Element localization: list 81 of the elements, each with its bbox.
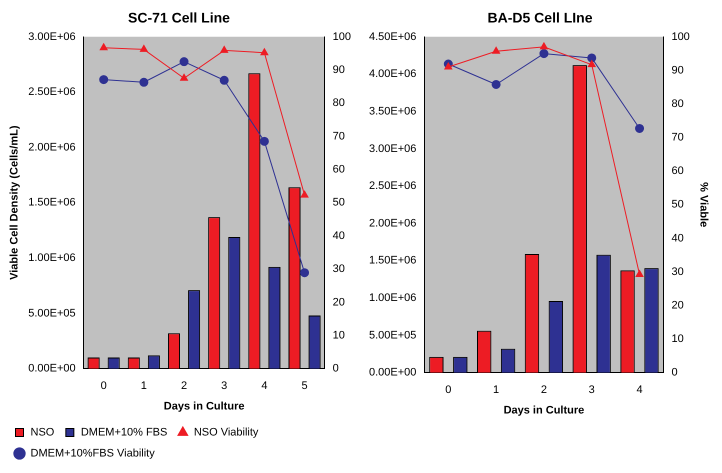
y-tick-label: 3.00E+06	[369, 142, 416, 155]
y2-tick-label: 0	[332, 362, 339, 375]
legend-label: DMEM+10%FBS Viability	[30, 448, 156, 460]
y-tick-label: 4.00E+06	[369, 68, 416, 80]
y-tick-label: 1.50E+06	[28, 196, 76, 209]
point	[539, 49, 548, 58]
y-axis-title: Viable Cell Density (Cells/mL)	[8, 125, 21, 280]
y2-tick-label: 40	[671, 232, 684, 244]
y-tick-label: 2.00E+06	[369, 217, 416, 230]
point	[492, 46, 500, 54]
x-axis-title: Days in Culture	[504, 404, 584, 416]
y2-tick-label: 40	[332, 230, 345, 242]
x-tick-label: 5	[302, 380, 308, 392]
y-tick-label: 2.50E+06	[369, 180, 416, 192]
chart-title: BA-D5 Cell LIne	[487, 9, 593, 26]
point	[140, 44, 148, 52]
y2-tick-label: 50	[332, 196, 345, 209]
point	[300, 268, 310, 278]
x-tick-label: 1	[140, 380, 147, 392]
x-tick-label: 0	[100, 380, 107, 392]
y2-tick-label: 60	[332, 164, 345, 176]
point	[139, 78, 148, 87]
x-axis-title: Days in Culture	[164, 400, 244, 412]
point	[220, 46, 228, 53]
point	[636, 270, 644, 278]
point	[635, 124, 644, 133]
point	[100, 43, 108, 50]
x-tick-label: 1	[493, 384, 500, 396]
point	[540, 42, 548, 50]
y2-tick-label: 30	[332, 263, 345, 276]
y-tick-label: 2.50E+06	[28, 86, 76, 98]
x-tick-label: 3	[221, 380, 228, 392]
y-tick-label: 0.00E+00	[369, 366, 416, 379]
y-tick-label: 0.00E+00	[28, 362, 76, 375]
y-tick-label: 3.00E+06	[28, 30, 76, 43]
point	[260, 48, 268, 56]
x-tick-label: 2	[540, 384, 547, 396]
point	[492, 80, 501, 89]
point	[444, 62, 452, 70]
y-tick-label: 4.50E+06	[369, 30, 416, 43]
y-tick-label: 5.00E+05	[28, 307, 76, 320]
y2-tick-label: 70	[671, 132, 684, 144]
point	[260, 136, 269, 146]
y2-tick-label: 100	[671, 30, 690, 43]
y-tick-label: 1.50E+06	[369, 254, 416, 267]
chart-title: SC-71 Cell Line	[128, 9, 230, 26]
x-tick-label: 3	[588, 384, 595, 396]
y-tick-label: 2.00E+06	[28, 141, 76, 154]
point	[180, 74, 188, 81]
x-tick-label: 4	[636, 384, 643, 396]
point	[180, 57, 189, 66]
y2-tick-label: 90	[671, 64, 684, 76]
y2-tick-label: 0	[671, 366, 678, 379]
point	[300, 190, 309, 198]
legend-label: DMEM+10% FBS	[80, 426, 168, 439]
y-tick-label: 1.00E+06	[369, 292, 416, 304]
y-tick-label: 5.00E+05	[369, 329, 416, 342]
point	[587, 53, 596, 62]
legend-label: NSO Viability	[194, 426, 259, 439]
y2-tick-label: 20	[332, 296, 345, 308]
y2-tick-label: 30	[671, 266, 684, 278]
y-tick-label: 1.00E+06	[28, 252, 76, 264]
y2-tick-label: 10	[332, 329, 345, 342]
y2-axis-title: % Viable	[697, 182, 710, 228]
x-tick-label: 4	[261, 380, 268, 392]
y2-tick-label: 20	[671, 299, 684, 312]
y2-tick-label: 70	[332, 130, 345, 142]
y2-tick-label: 100	[332, 30, 352, 43]
y2-tick-label: 50	[671, 198, 684, 211]
y2-tick-label: 80	[332, 97, 345, 110]
x-tick-label: 2	[180, 380, 188, 392]
y-tick-label: 3.50E+06	[369, 105, 416, 118]
y2-tick-label: 60	[671, 165, 684, 178]
point	[99, 75, 108, 84]
y2-tick-label: 80	[671, 98, 684, 110]
legend-label: NSO	[30, 426, 55, 439]
point	[220, 76, 229, 85]
y2-tick-label: 10	[671, 333, 684, 346]
point	[588, 60, 596, 68]
x-tick-label: 0	[445, 384, 452, 396]
y2-tick-label: 90	[332, 64, 345, 76]
